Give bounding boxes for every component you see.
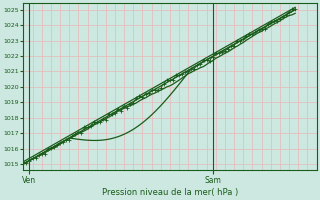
X-axis label: Pression niveau de la mer( hPa ): Pression niveau de la mer( hPa ): [102, 188, 238, 197]
